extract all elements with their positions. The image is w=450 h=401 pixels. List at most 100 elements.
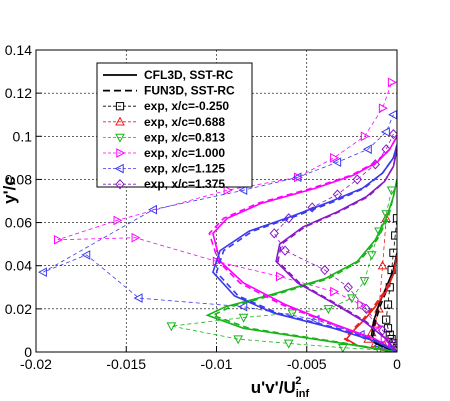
exp-line — [43, 114, 394, 351]
cfd-fun3d-line-0.688 — [343, 254, 397, 352]
y-axis-title: y'/c — [0, 176, 19, 204]
x-tick-label: 0 — [393, 356, 401, 372]
y-tick-label: 0.06 — [5, 215, 32, 231]
x-tick-label: -0.02 — [20, 356, 52, 372]
cfd-fun3d-line-1.000 — [208, 135, 397, 352]
exp-point — [275, 271, 285, 282]
exp-point — [148, 204, 158, 215]
legend-entry: exp, x/c=1.000 — [103, 146, 225, 160]
exp-line — [57, 82, 392, 348]
y-tick-label: 0.02 — [5, 301, 32, 317]
exp-point — [374, 346, 384, 352]
exp-point — [233, 335, 243, 345]
legend-entry: exp, x/c=0.813 — [103, 130, 225, 144]
exp-point — [391, 231, 397, 240]
legend-marker — [115, 116, 125, 126]
legend-label: exp, x/c=1.125 — [144, 162, 225, 176]
exp-point — [380, 127, 390, 137]
legend-label: FUN3D, SST-RC — [144, 84, 235, 98]
exp-point — [287, 309, 298, 319]
exp-point — [323, 305, 334, 315]
exp-point — [292, 172, 302, 183]
exp-point — [238, 301, 248, 312]
exp-point — [166, 322, 177, 332]
cfd-cfl3d-line-1.125 — [211, 144, 397, 352]
y-tick-label: 0 — [24, 344, 32, 360]
exp-point — [223, 185, 233, 196]
legend-entry: exp, x/c=0.688 — [103, 115, 225, 129]
y-tick-label: 0.1 — [13, 128, 33, 144]
exp-point — [387, 77, 397, 88]
cfd-fun3d-line-1.375 — [277, 149, 397, 352]
legend-label: exp, x/c=1.000 — [144, 146, 225, 160]
exp-point — [131, 232, 141, 243]
exp-point — [283, 339, 294, 349]
exp-line — [273, 133, 394, 344]
x-axis-title: u'v'/Uinf2 — [251, 375, 310, 400]
exp-point — [81, 250, 91, 260]
legend-entry: FUN3D, SST-RC — [103, 84, 235, 98]
exp-point — [343, 282, 353, 293]
tick-labels: -0.02 -0.015 -0.01 -0.005 0 0 0.02 0.04 0.06 0.08… — [5, 42, 401, 372]
cfd-fun3d-line-1.125 — [215, 144, 397, 352]
exp-point — [386, 186, 397, 196]
exp-point — [338, 343, 348, 352]
exp-point — [269, 228, 279, 239]
legend-marker — [115, 179, 125, 190]
exp-point — [377, 325, 388, 336]
legend-marker — [114, 163, 124, 174]
x-tick-label: -0.005 — [287, 356, 327, 372]
exp-point — [378, 103, 388, 114]
exp-point — [352, 174, 362, 185]
exp-point — [332, 157, 342, 168]
exp-point — [361, 303, 371, 315]
x-tick-label: -0.015 — [106, 356, 146, 372]
legend-label: CFL3D, SST-RC — [144, 68, 234, 82]
x-tick-label: -0.01 — [201, 356, 233, 372]
exp-point — [53, 234, 63, 245]
y-tick-label: 0.14 — [5, 42, 32, 58]
exp-point — [347, 294, 357, 304]
legend-entry: exp, x/c=1.125 — [103, 162, 225, 176]
exp-point — [366, 251, 377, 261]
exp-point — [383, 300, 393, 309]
exp-point — [330, 153, 340, 163]
x-axis-title-main: u'v'/U — [251, 378, 296, 397]
legend-marker — [115, 133, 125, 143]
exp-point — [133, 293, 143, 303]
exp-point — [307, 202, 317, 213]
exp-point — [360, 131, 370, 142]
exp-point — [385, 330, 394, 339]
exp-point — [238, 185, 248, 196]
exp-point — [377, 260, 388, 270]
y-tick-label: 0.08 — [5, 171, 32, 187]
exp-point — [320, 264, 330, 276]
exp-point — [382, 315, 391, 324]
plot-frame — [35, 49, 398, 353]
legend-entry: CFL3D, SST-RC — [103, 68, 234, 82]
exp-point — [37, 267, 47, 278]
exp-point — [359, 277, 370, 287]
exp-point — [330, 286, 340, 297]
series-layer — [37, 77, 397, 352]
legend-entry: exp, x/c=1.375 — [103, 177, 225, 191]
y-tick-label: 0.12 — [5, 85, 32, 101]
y-tick-label: 0.04 — [5, 258, 32, 274]
cfd-cfl3d-line-0.813 — [205, 179, 397, 352]
legend-entry: exp, x/c=-0.250 — [103, 99, 229, 113]
legend-label: exp, x/c=-0.250 — [144, 99, 229, 113]
legend-marker — [116, 148, 126, 158]
exp-point — [280, 245, 290, 256]
legend-marker — [115, 102, 125, 111]
x-axis-title-sub: inf — [296, 388, 310, 400]
legend-label: exp, x/c=1.375 — [144, 177, 225, 191]
legend-label: exp, x/c=0.813 — [144, 130, 225, 144]
exp-point — [362, 144, 372, 155]
cfd-cfl3d-line-1.000 — [212, 135, 397, 352]
x-axis-title-sup: 2 — [295, 375, 301, 387]
exp-point — [388, 128, 397, 140]
series-exp-1.000 — [53, 77, 397, 352]
exp-point — [238, 313, 249, 323]
